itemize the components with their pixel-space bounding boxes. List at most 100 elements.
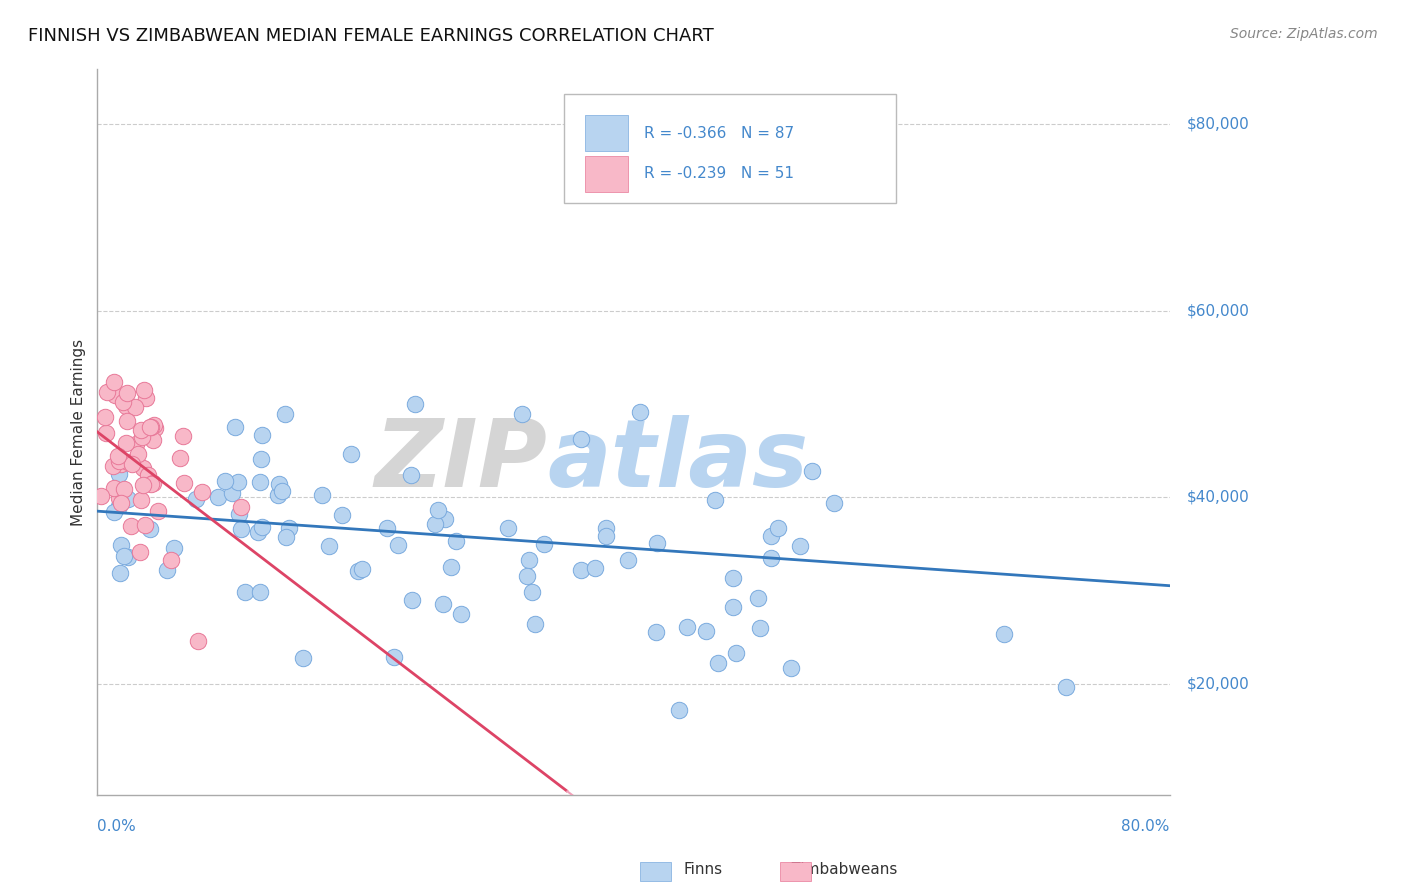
Point: [142, 417, 165, 432]
Point: [533, 537, 555, 551]
Text: R = -0.366   N = 87: R = -0.366 N = 87: [644, 126, 794, 141]
Point: [110, 457, 132, 471]
Point: [110, 496, 132, 510]
Point: [269, 477, 291, 491]
Point: [510, 408, 533, 422]
Point: [173, 475, 195, 490]
Point: [749, 621, 772, 635]
Point: [229, 522, 252, 536]
Point: [191, 485, 214, 500]
Point: [249, 584, 271, 599]
Point: [131, 493, 153, 508]
Point: [569, 563, 592, 577]
Point: [522, 585, 544, 599]
Point: [707, 657, 730, 671]
Point: [184, 491, 207, 506]
Point: [766, 521, 789, 535]
Point: [108, 499, 131, 513]
Text: $40,000: $40,000: [1187, 490, 1250, 505]
Point: [249, 475, 271, 489]
Point: [103, 376, 125, 390]
Point: [159, 553, 181, 567]
Point: [207, 490, 229, 504]
Point: [747, 591, 769, 605]
Point: [375, 521, 398, 535]
Point: [271, 483, 294, 498]
Point: [1054, 680, 1077, 694]
Point: [695, 624, 717, 638]
Point: [399, 468, 422, 483]
Point: [117, 414, 139, 428]
Point: [267, 488, 290, 502]
Point: [235, 584, 257, 599]
Point: [444, 534, 467, 549]
Point: [117, 550, 139, 565]
Text: $20,000: $20,000: [1187, 676, 1250, 691]
Point: [780, 661, 803, 675]
Point: [124, 400, 146, 414]
Point: [115, 385, 138, 400]
Point: [129, 545, 152, 559]
Text: Source: ZipAtlas.com: Source: ZipAtlas.com: [1230, 27, 1378, 41]
Point: [228, 508, 250, 522]
Point: [226, 475, 249, 490]
Point: [107, 449, 129, 463]
Point: [246, 524, 269, 539]
Y-axis label: Median Female Earnings: Median Female Earnings: [72, 338, 86, 525]
Point: [108, 467, 131, 482]
Point: [131, 460, 153, 475]
Point: [434, 512, 457, 526]
Point: [139, 420, 162, 434]
Point: [759, 551, 782, 566]
Text: Finns: Finns: [683, 863, 723, 877]
Point: [426, 503, 449, 517]
Point: [645, 625, 668, 640]
Point: [517, 552, 540, 566]
Point: [132, 478, 155, 492]
Point: [721, 571, 744, 585]
Point: [628, 405, 651, 419]
Point: [401, 593, 423, 607]
Point: [993, 627, 1015, 641]
Point: [450, 607, 472, 622]
Point: [569, 432, 592, 446]
FancyBboxPatch shape: [585, 115, 628, 151]
Point: [330, 508, 353, 522]
Point: [139, 522, 162, 536]
Point: [108, 566, 131, 580]
Point: [112, 482, 135, 496]
Point: [668, 703, 690, 717]
Point: [724, 646, 747, 660]
FancyBboxPatch shape: [585, 156, 628, 192]
Point: [583, 561, 606, 575]
Point: [704, 492, 727, 507]
Point: [108, 454, 131, 468]
Point: [142, 433, 165, 447]
Point: [142, 475, 165, 490]
Point: [121, 457, 143, 471]
Point: [115, 435, 138, 450]
Point: [131, 429, 153, 443]
Point: [382, 650, 405, 665]
Point: [172, 429, 194, 443]
Point: [676, 620, 699, 634]
Point: [108, 491, 131, 505]
Point: [139, 420, 162, 434]
Point: [229, 500, 252, 514]
Point: [617, 553, 640, 567]
Point: [169, 451, 191, 466]
Text: 0.0%: 0.0%: [97, 819, 136, 834]
Point: [425, 517, 447, 532]
Point: [125, 436, 148, 450]
Point: [274, 530, 297, 544]
Point: [110, 538, 132, 552]
Point: [595, 521, 617, 535]
Point: [214, 474, 236, 488]
Point: [404, 397, 426, 411]
Point: [432, 597, 454, 611]
Text: $60,000: $60,000: [1187, 303, 1250, 318]
Point: [340, 447, 363, 461]
Point: [516, 569, 538, 583]
Text: FINNISH VS ZIMBABWEAN MEDIAN FEMALE EARNINGS CORRELATION CHART: FINNISH VS ZIMBABWEAN MEDIAN FEMALE EARN…: [28, 27, 714, 45]
Text: Zimbabweans: Zimbabweans: [790, 863, 897, 877]
